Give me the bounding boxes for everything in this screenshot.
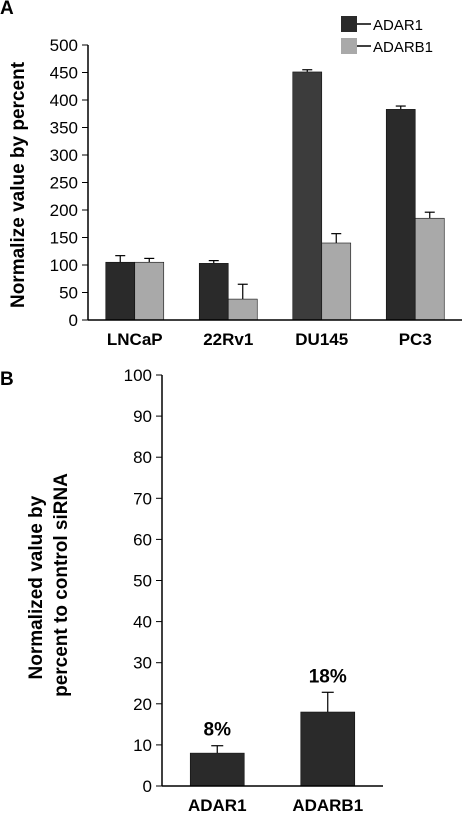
chart-a-x-tick-label: DU145 (295, 330, 348, 349)
legend-swatch-adar1 (341, 16, 357, 32)
chart-b-bar-adarb1 (300, 711, 356, 787)
chart-a-y-tick-label: 450 (50, 64, 78, 83)
chart-b-y-tick-label: 100 (124, 366, 152, 385)
chart-b-y-tick-label: 0 (143, 777, 152, 796)
chart-b-y-tick-label: 70 (133, 489, 152, 508)
chart-b-y-tick-label: 20 (133, 695, 152, 714)
chart-a-y-tick-label: 0 (69, 311, 78, 330)
panel-a-letter: A (0, 0, 14, 19)
chart-b-data-label-adarb1: 18% (309, 666, 347, 687)
chart-b-y-tick-label: 10 (133, 736, 152, 755)
chart-a-bar-adarb1-22rv1 (227, 298, 258, 321)
chart-a-bar-adarb1-lncap (134, 261, 165, 321)
chart-b-bar-adar1 (189, 752, 245, 787)
chart-a-legend: ADAR1 ADARB1 (341, 16, 433, 56)
chart-a-y-tick-label: 150 (50, 229, 78, 248)
chart-a-bar-adarb1-pc3 (414, 217, 445, 321)
chart-b-x-tick-label: ADARB1 (292, 796, 363, 815)
chart-a-y-tick-label: 400 (50, 91, 78, 110)
chart-b-y-tick-label: 50 (133, 572, 152, 591)
chart-a-y-tick-label: 350 (50, 119, 78, 138)
chart-a-x-tick-label: PC3 (399, 330, 432, 349)
legend-label-adarb1: ADARB1 (373, 39, 433, 56)
chart-a-bar-adar1-du145 (292, 71, 323, 321)
chart-b-y-tick-label: 90 (133, 407, 152, 426)
chart-a-y-label: Normalize value by percent (8, 61, 29, 308)
panel-b-letter: B (0, 369, 14, 390)
chart-b-data-label-adar1: 8% (204, 720, 232, 741)
chart-a-y-tick-label: 100 (50, 256, 78, 275)
chart-b-y-label-line-2: percent to control siRNA (51, 473, 72, 697)
legend-label-adar1: ADAR1 (373, 17, 423, 34)
chart-b-y-tick-label: 30 (133, 654, 152, 673)
legend-swatch-adarb1 (341, 38, 357, 54)
chart-a-bar-adar1-pc3 (385, 109, 416, 321)
chart-a: Normalize value by percent ADAR1 ADARB1 … (8, 16, 462, 349)
chart-a-x-tick-label: 22Rv1 (203, 330, 253, 349)
chart-b-y-label-line-1: Normalized value by (26, 495, 47, 679)
chart-a-x-tick-label: LNCaP (107, 330, 163, 349)
chart-a-y-tick-label: 200 (50, 201, 78, 220)
chart-a-y-tick-label: 250 (50, 174, 78, 193)
chart-a-y-tick-label: 50 (59, 284, 78, 303)
chart-b-x-tick-label: ADAR1 (188, 796, 247, 815)
chart-a-y-tick-label: 500 (50, 36, 78, 55)
chart-b: Normalized value by percent to control s… (26, 366, 383, 815)
chart-a-bar-adarb1-du145 (321, 242, 352, 321)
chart-a-y-tick-label: 300 (50, 146, 78, 165)
chart-b-y-tick-label: 40 (133, 613, 152, 632)
chart-b-y-tick-label: 80 (133, 448, 152, 467)
chart-a-bar-adar1-lncap (105, 261, 136, 321)
chart-b-y-tick-label: 60 (133, 530, 152, 549)
chart-b-y-label: Normalized value by percent to control s… (26, 473, 72, 697)
chart-a-bar-adar1-22rv1 (198, 263, 229, 321)
